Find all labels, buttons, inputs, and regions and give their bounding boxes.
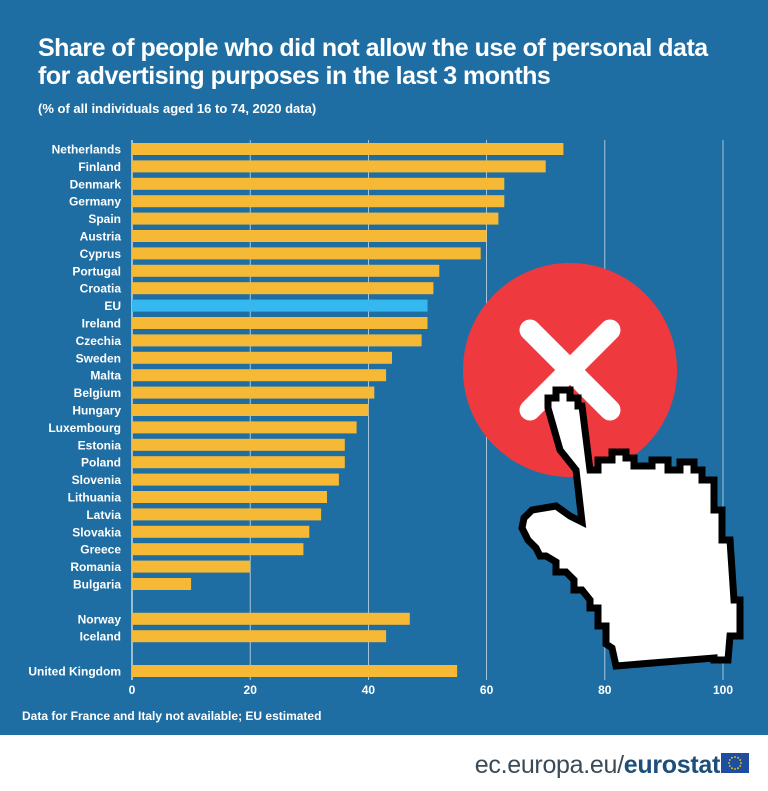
- flag-star: [728, 762, 730, 764]
- bar-luxembourg: [132, 421, 357, 434]
- category-label: Austria: [80, 230, 122, 244]
- flag-star: [728, 765, 731, 767]
- bar-eu: [132, 299, 428, 312]
- bar-poland: [132, 456, 345, 469]
- bar-finland: [132, 160, 546, 173]
- category-label: Cyprus: [80, 247, 122, 261]
- flag-star: [734, 756, 736, 758]
- category-label: Estonia: [78, 438, 122, 452]
- brand-name: eurostat: [623, 751, 721, 779]
- footer: ec.europa.eu/eurostat: [0, 735, 768, 791]
- footnote: Data for France and Italy not available;…: [22, 709, 322, 723]
- x-tick-label: 40: [362, 683, 376, 697]
- bar-denmark: [132, 177, 505, 190]
- chart-subtitle: (% of all individuals aged 16 to 74, 202…: [38, 101, 317, 116]
- category-labels: Netherlands Finland Denmark Germany Spain Aus…: [28, 143, 121, 679]
- bar-romania: [132, 560, 251, 573]
- category-label: EU: [104, 299, 121, 313]
- bar-united-kingdom: [132, 665, 458, 677]
- bar-spain: [132, 212, 499, 225]
- category-label: Lithuania: [68, 491, 122, 505]
- category-label: Greece: [80, 543, 121, 557]
- category-label: Slovakia: [72, 525, 121, 539]
- category-label: Germany: [69, 195, 121, 209]
- x-tick-label: 20: [244, 683, 258, 697]
- bar-sweden: [132, 351, 392, 364]
- bar-norway: [132, 612, 410, 625]
- bar-malta: [132, 369, 387, 382]
- bar-iceland: [132, 630, 387, 643]
- x-axis-ticks: 0 20 40 60 80 100: [129, 683, 734, 697]
- infographic-panel: Share of people who did not allow the us…: [0, 0, 768, 735]
- bar-slovenia: [132, 473, 339, 486]
- bar-ireland: [132, 317, 428, 329]
- bar-latvia: [132, 508, 322, 521]
- chart-title: Share of people who did not allow the us…: [38, 34, 738, 90]
- category-label: Latvia: [86, 508, 121, 522]
- flag-star: [739, 759, 742, 761]
- category-label: Czechia: [76, 334, 122, 348]
- bars-layer: [132, 143, 564, 677]
- x-tick-label: 0: [129, 683, 136, 697]
- bar-germany: [132, 195, 505, 208]
- category-label: Portugal: [72, 264, 121, 278]
- category-label: Iceland: [80, 630, 121, 644]
- x-tick-label: 80: [598, 683, 612, 697]
- category-label: Finland: [78, 160, 121, 174]
- illustration: [463, 263, 744, 670]
- flag-star: [734, 768, 736, 770]
- flag-star: [731, 756, 733, 759]
- category-label: Norway: [78, 612, 122, 626]
- flag-star: [739, 765, 742, 767]
- flag-star: [731, 767, 733, 770]
- category-label: Sweden: [76, 351, 121, 365]
- pointing-hand-cursor-icon: [518, 386, 744, 670]
- category-label: United Kingdom: [28, 665, 121, 679]
- category-label: Denmark: [70, 177, 122, 191]
- bar-slovakia: [132, 525, 310, 538]
- flag-star: [728, 759, 731, 761]
- x-tick-label: 100: [713, 683, 733, 697]
- close-icon: [519, 319, 621, 421]
- x-tick-label: 60: [480, 683, 494, 697]
- eurostat-link[interactable]: ec.europa.eu/eurostat: [474, 751, 721, 780]
- category-label: Poland: [81, 456, 121, 470]
- bar-portugal: [132, 264, 440, 277]
- category-label: Netherlands: [52, 143, 122, 157]
- bar-netherlands: [132, 143, 564, 155]
- bar-croatia: [132, 282, 434, 295]
- category-label: Hungary: [72, 404, 121, 418]
- bar-czechia: [132, 334, 422, 347]
- site-domain: ec.europa.eu/: [474, 751, 624, 779]
- flag-star: [737, 756, 739, 759]
- category-label: Malta: [90, 369, 121, 383]
- bar-greece: [132, 543, 304, 556]
- bar-cyprus: [132, 247, 481, 260]
- category-label: Ireland: [82, 317, 121, 331]
- title-line-1: Share of people who did not allow the us…: [38, 34, 708, 62]
- category-label: Romania: [70, 560, 121, 574]
- category-label: Slovenia: [72, 473, 122, 487]
- eu-flag-icon: [721, 753, 749, 773]
- bar-lithuania: [132, 491, 327, 503]
- bar-chart: Netherlands Finland Denmark Germany Spain Aus…: [28, 140, 744, 697]
- bar-estonia: [132, 438, 345, 451]
- title-line-2: for advertising purposes in the last 3 m…: [38, 62, 551, 90]
- category-label: Croatia: [80, 282, 122, 296]
- category-label: Luxembourg: [48, 421, 121, 435]
- category-label: Bulgaria: [73, 578, 121, 592]
- bar-bulgaria: [132, 578, 192, 590]
- bar-belgium: [132, 386, 375, 399]
- category-label: Belgium: [74, 386, 121, 400]
- flag-star: [737, 767, 739, 770]
- bar-hungary: [132, 404, 369, 416]
- flag-star: [740, 762, 742, 764]
- bar-austria: [132, 230, 487, 242]
- category-label: Spain: [88, 212, 121, 226]
